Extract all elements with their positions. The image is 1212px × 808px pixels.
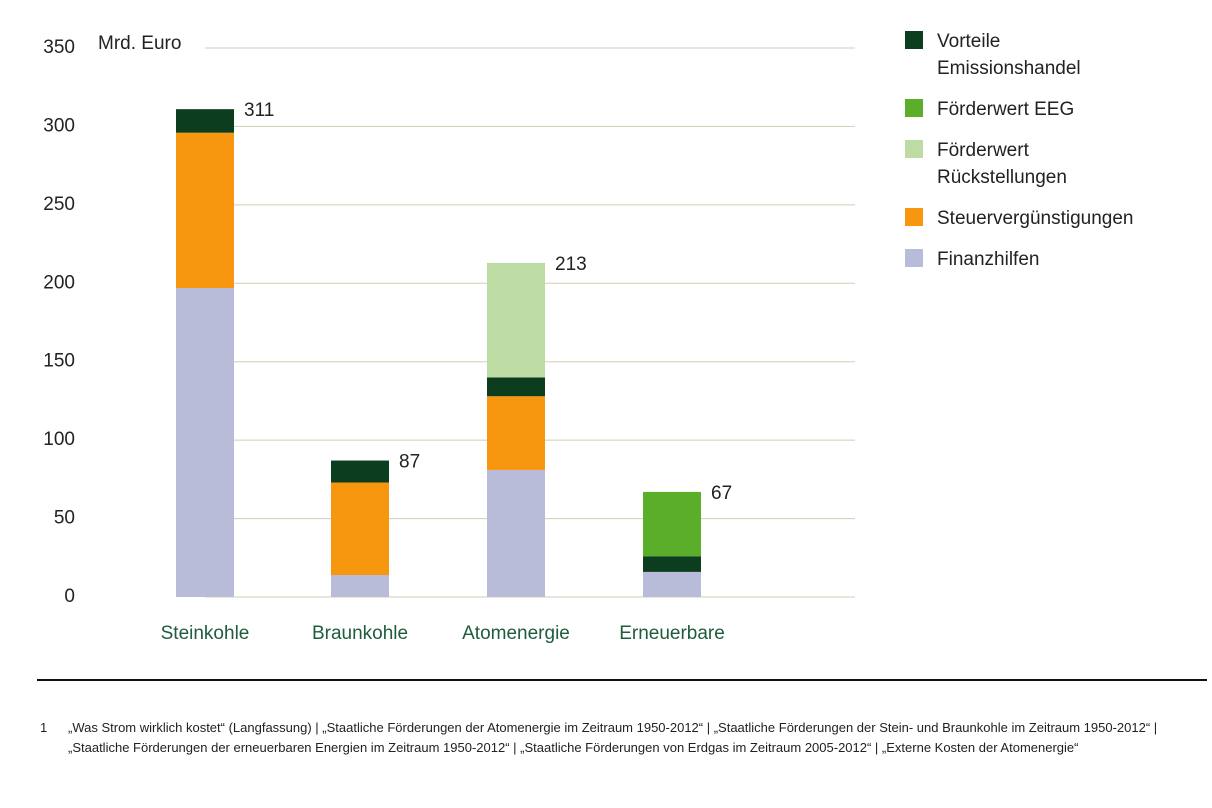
legend-item: Förderwert EEG [905, 96, 1087, 123]
legend-swatch [905, 208, 923, 226]
legend-item: Finanzhilfen [905, 246, 1087, 273]
y-tick-label: 50 [54, 508, 75, 529]
x-tick-label: Atomenergie [462, 623, 570, 644]
bar-segment [487, 396, 545, 470]
bar-segment [643, 571, 701, 597]
legend-item: Vorteile Emissionshandel [905, 28, 1087, 82]
y-tick-label: 200 [43, 272, 75, 293]
x-tick-label: Braunkohle [312, 623, 408, 644]
legend-label: Förderwert EEG [937, 99, 1075, 120]
bar-segment [331, 460, 389, 483]
total-label: 213 [555, 254, 587, 275]
bar-segment [643, 556, 701, 572]
bar-segment [487, 377, 545, 397]
legend-label: Finanzhilfen [937, 249, 1040, 270]
bar-segment [331, 482, 389, 576]
chart: Mrd. Euro 0 50 100 150 200 250 300 350 311 Steink… [37, 33, 1207, 681]
legend-label: Vorteile Emissionshandel [937, 31, 1081, 79]
footnote: 1 „Was Strom wirklich kostet“ (Langfassu… [40, 718, 1200, 758]
bar-segment [176, 132, 234, 288]
x-tick-label: Erneuerbare [619, 623, 725, 644]
y-tick-label: 150 [43, 351, 75, 372]
footnote-number: 1 [40, 720, 48, 735]
y-tick-label: 100 [43, 429, 75, 450]
legend-label: Steuervergünstigungen [937, 208, 1134, 229]
bar-segment [331, 575, 389, 597]
legend: Vorteile Emissionshandel Förderwert EEG Fö… [905, 28, 1134, 287]
legend-item: Förderwert Rückstellungen [905, 137, 1087, 191]
bar-segment [176, 287, 234, 597]
bar-segment [176, 109, 234, 133]
bar-segment [643, 491, 701, 557]
bar-segment [487, 469, 545, 597]
footnote-text: „Was Strom wirklich kostet“ (Langfassung… [68, 720, 1158, 755]
total-label: 311 [244, 100, 274, 121]
total-label: 87 [399, 452, 420, 473]
legend-swatch [905, 140, 923, 158]
y-tick-label: 250 [43, 194, 75, 215]
y-axis-label: Mrd. Euro [98, 33, 181, 54]
legend-swatch [905, 99, 923, 117]
legend-swatch [905, 31, 923, 49]
bar-segment [487, 262, 545, 378]
legend-item: Steuervergünstigungen [905, 205, 1134, 232]
total-label: 67 [711, 483, 732, 504]
legend-label: Förderwert Rückstellungen [937, 140, 1067, 188]
y-tick-label: 350 [43, 37, 75, 58]
x-tick-label: Steinkohle [161, 623, 250, 644]
y-tick-label: 300 [43, 115, 75, 136]
y-tick-label: 0 [64, 586, 75, 607]
legend-swatch [905, 249, 923, 267]
